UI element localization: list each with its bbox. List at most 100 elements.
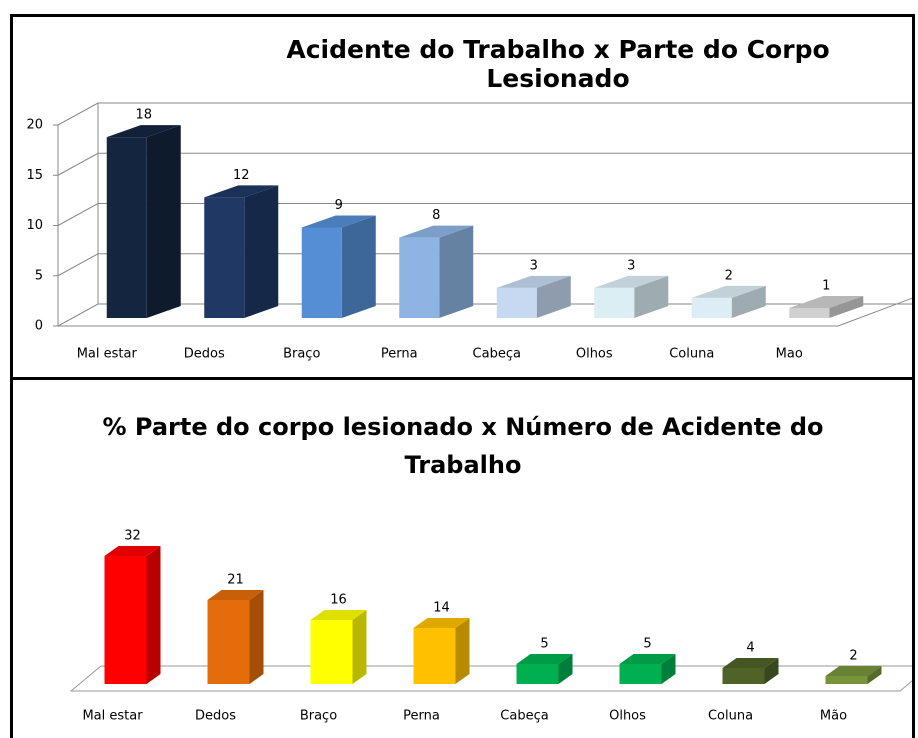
bar	[413, 618, 470, 684]
bar-side	[341, 215, 376, 318]
bar-front	[496, 287, 537, 318]
bar-side	[455, 618, 470, 684]
grid-line	[57, 253, 912, 277]
x-tick-label: Cabeça	[473, 347, 521, 362]
bar-top	[104, 546, 161, 556]
data-label: 32	[124, 529, 141, 544]
x-tick-label: Coluna	[669, 347, 714, 362]
bar-front	[104, 556, 147, 684]
bar-side	[536, 275, 571, 318]
bar-front	[399, 237, 440, 318]
bar-side	[244, 185, 279, 318]
data-label: 9	[335, 198, 343, 213]
bar-front	[825, 676, 868, 684]
x-tick-label: Mao	[776, 347, 803, 362]
x-tick-label: Dedos	[184, 347, 225, 362]
x-tick-label: Mão	[820, 709, 847, 724]
data-label: 1	[822, 278, 830, 293]
y-tick-label: 5	[35, 268, 43, 283]
x-tick-label: Olhos	[609, 709, 646, 724]
bar-top	[516, 654, 573, 664]
chart: Mal estar 32 Dedos 21 Braço 16 Perna 14 Cabeça 5 O…	[69, 529, 912, 724]
bar	[825, 666, 882, 684]
bar-side	[352, 610, 367, 684]
grid-line	[57, 203, 912, 226]
floor	[58, 297, 912, 327]
bar-top	[399, 225, 474, 238]
bar-front	[619, 664, 662, 684]
bar-side	[764, 658, 779, 684]
bar-top	[594, 275, 669, 288]
y-tick-label: 10	[26, 218, 43, 233]
bar	[516, 654, 573, 684]
bar-top	[496, 275, 571, 288]
bar-top	[106, 125, 181, 138]
data-label: 2	[725, 268, 733, 283]
y-tick-label: 15	[26, 168, 43, 183]
grid-line	[57, 102, 912, 126]
bar-side	[731, 285, 766, 318]
bar-top	[825, 666, 882, 676]
x-tick-label: Olhos	[576, 347, 613, 362]
chart-panel: Mal estar 32 Dedos 21 Braço 16 Perna 14 Cabeça 5 O…	[10, 377, 915, 738]
bar-side	[829, 295, 864, 318]
data-label: 18	[135, 108, 152, 123]
bar-side	[867, 666, 882, 684]
bar-top	[691, 285, 766, 298]
data-label: 3	[627, 258, 635, 273]
bar	[104, 546, 161, 684]
bar-front	[204, 197, 245, 318]
bar	[310, 610, 367, 684]
bar	[722, 658, 779, 684]
bar-top	[789, 295, 864, 308]
x-tick-label: Mal estar	[77, 347, 138, 362]
bar	[106, 125, 181, 318]
x-tick-label: Cabeça	[500, 709, 548, 724]
bar	[496, 275, 571, 318]
bar	[619, 654, 676, 684]
bar-front	[594, 287, 635, 318]
bar-side	[634, 275, 669, 318]
bar	[207, 590, 264, 684]
x-tick-label: Braço	[283, 347, 320, 362]
bar-front	[516, 664, 559, 684]
data-label: 14	[433, 601, 450, 616]
x-tick-label: Coluna	[708, 709, 753, 724]
bar	[691, 285, 766, 318]
y-tick-label: 0	[35, 319, 43, 334]
bar-front	[413, 628, 456, 684]
grid-line	[57, 152, 912, 176]
bar	[301, 215, 376, 318]
bar	[594, 275, 669, 318]
bar-front	[301, 227, 342, 318]
x-tick-label: Perna	[403, 709, 440, 724]
bar	[204, 185, 279, 318]
data-label: 5	[643, 637, 651, 652]
chart-title: % Parte do corpo lesionado x Número de A…	[102, 413, 824, 479]
bar-front	[310, 620, 353, 684]
data-label: 3	[530, 258, 538, 273]
bar-front	[789, 307, 830, 318]
grid-line	[57, 303, 912, 327]
bar-top	[413, 618, 470, 628]
x-tick-label: Braço	[300, 709, 337, 724]
x-tick-label: Perna	[381, 347, 418, 362]
bar-top	[619, 654, 676, 664]
bar-top	[207, 590, 264, 600]
x-tick-label: Dedos	[195, 709, 236, 724]
bar-front	[106, 137, 147, 318]
data-label: 12	[233, 168, 250, 183]
data-label: 5	[540, 637, 548, 652]
bar-side	[146, 546, 161, 684]
bar-side	[249, 590, 264, 684]
data-label: 4	[746, 641, 754, 656]
bar-top	[204, 185, 279, 198]
bar-front	[722, 668, 765, 684]
bar-front	[207, 600, 250, 684]
bar-front	[691, 297, 732, 318]
data-label: 8	[432, 208, 440, 223]
chart-panel: 0 5 10 15 20 Mal estar 18 Dedos 12 Braço 9 Perna 8 Ca…	[10, 14, 915, 380]
bar-top	[301, 215, 376, 228]
